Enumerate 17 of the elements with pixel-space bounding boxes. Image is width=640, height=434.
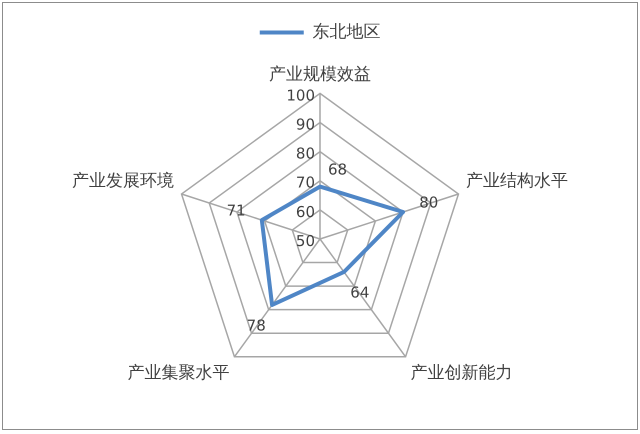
spoke-label: 产业发展环境 — [72, 170, 174, 191]
spoke-label: 产业创新能力 — [410, 362, 512, 383]
spoke-label: 产业规模效益 — [269, 64, 371, 85]
data-label: 80 — [419, 194, 438, 212]
y-tick-label: 80 — [296, 144, 315, 163]
legend-label: 东北地区 — [312, 22, 380, 42]
spoke-label: 产业结构水平 — [466, 170, 568, 191]
y-tick-label: 50 — [296, 232, 315, 250]
y-tick-label: 60 — [296, 202, 315, 221]
y-tick-label: 90 — [296, 115, 315, 134]
data-label: 64 — [350, 284, 370, 302]
spoke-label: 产业集聚水平 — [128, 362, 230, 383]
data-label: 78 — [246, 316, 266, 335]
data-label: 68 — [328, 160, 348, 178]
data-label: 71 — [226, 202, 246, 220]
y-tick-label: 100 — [286, 86, 315, 104]
y-tick-label: 70 — [296, 174, 315, 192]
